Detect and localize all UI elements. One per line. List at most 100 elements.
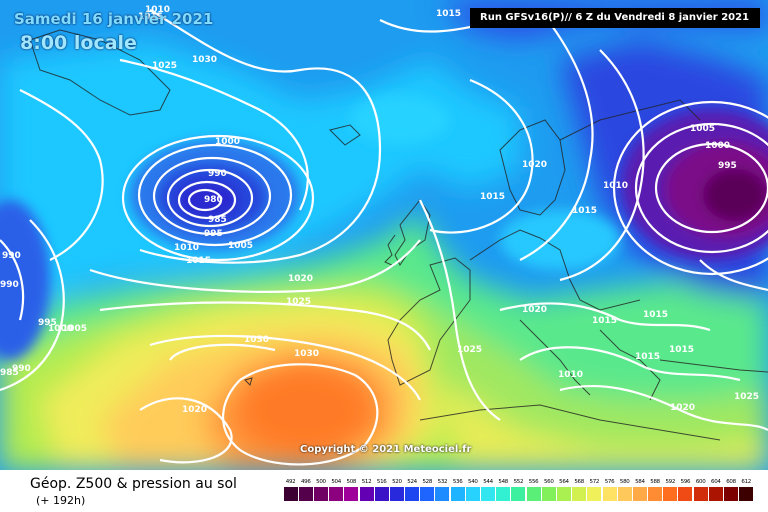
scale-step: 596 <box>678 478 693 501</box>
isobar-label: 990 <box>2 251 21 261</box>
isobar-label: 1030 <box>244 335 269 345</box>
scale-step: 544 <box>480 478 496 501</box>
scale-step: 572 <box>587 478 602 501</box>
scale-swatch <box>587 487 602 501</box>
isobar-label: 1015 <box>643 310 668 320</box>
scale-step: 584 <box>632 478 647 501</box>
scale-step: 600 <box>693 478 708 501</box>
scale-step: 608 <box>723 478 739 501</box>
isobar-label: 995 <box>718 161 737 171</box>
isobar-label: 990 <box>0 280 19 290</box>
isobar-label: 1000 <box>48 324 73 334</box>
scale-step: 536 <box>450 478 465 501</box>
scale-swatch <box>663 487 678 501</box>
scale-label: 588 <box>650 479 660 485</box>
isobar-label: 1015 <box>572 206 597 216</box>
map-canvas: 1010 1015 1015 1025 1030 1000 990 980 98… <box>0 0 768 470</box>
scale-label: 596 <box>680 479 691 485</box>
scale-label: 508 <box>346 479 357 485</box>
scale-step: 540 <box>465 478 480 501</box>
scale-step: 580 <box>617 478 632 501</box>
scale-label: 516 <box>376 479 387 485</box>
scale-swatch <box>344 487 359 501</box>
isobar-label: 990 <box>12 364 31 374</box>
scale-swatch <box>739 487 754 501</box>
scale-swatch <box>632 487 647 501</box>
scale-label: 608 <box>726 479 736 485</box>
isobar-label: 1015 <box>186 256 211 266</box>
scale-step: 556 <box>526 478 541 501</box>
scale-step: 528 <box>420 478 435 501</box>
scale-label: 580 <box>619 479 630 485</box>
isobar-label: 985 <box>0 368 19 378</box>
isobar-label: 1000 <box>705 141 730 151</box>
isobar-label: 980 <box>204 195 223 205</box>
scale-swatch <box>481 487 496 501</box>
scale-label: 548 <box>498 479 509 485</box>
scale-label: 584 <box>635 479 645 485</box>
scale-swatch <box>374 487 389 501</box>
scale-step: 508 <box>344 478 359 501</box>
isobar-label: 1030 <box>294 349 319 359</box>
scale-swatch <box>648 487 663 501</box>
scale-label: 528 <box>422 479 433 485</box>
isobar-label: 1005 <box>62 324 87 334</box>
scale-label: 524 <box>407 479 417 485</box>
scale-label: 532 <box>437 479 448 485</box>
scale-label: 564 <box>559 479 569 485</box>
scale-step: 520 <box>389 478 404 501</box>
scale-label: 592 <box>665 479 676 485</box>
isobar-label: 1010 <box>558 370 583 380</box>
scale-step: 560 <box>541 478 556 501</box>
scale-label: 612 <box>741 479 752 485</box>
isobar-label: 1005 <box>228 241 253 251</box>
isobar-label: 1025 <box>152 61 177 71</box>
scale-label: 512 <box>361 479 372 485</box>
map-footer: Géop. Z500 & pression au sol (+ 192h) 49… <box>0 470 768 512</box>
scale-step: 548 <box>496 478 511 501</box>
scale-label: 600 <box>695 479 706 485</box>
scale-swatch <box>708 487 723 501</box>
isobar-labels: 1010 1015 1015 1025 1030 1000 990 980 98… <box>0 5 759 415</box>
isobar-label: 995 <box>38 318 57 328</box>
isobar-label: 1015 <box>669 345 694 355</box>
scale-label: 504 <box>331 479 341 485</box>
scale-label: 556 <box>528 479 539 485</box>
scale-swatch <box>435 487 450 501</box>
isobar-label: 1010 <box>145 5 170 15</box>
geopotential-fill <box>0 0 768 470</box>
isobar-label: 1010 <box>603 181 628 191</box>
scale-swatch <box>724 487 739 501</box>
scale-swatch <box>496 487 511 501</box>
scale-step: 552 <box>511 478 526 501</box>
scale-step: 492 <box>283 478 298 501</box>
scale-label: 520 <box>392 479 402 485</box>
scale-swatch <box>602 487 617 501</box>
isobar-label: 1020 <box>522 305 547 315</box>
scale-step: 516 <box>374 478 389 501</box>
forecast-date: Samedi 16 janvier 2021 <box>14 10 214 28</box>
scale-step: 524 <box>405 478 420 501</box>
scale-step: 532 <box>435 478 450 501</box>
isobar-label: 990 <box>208 169 227 179</box>
map-title: Géop. Z500 & pression au sol <box>30 476 237 492</box>
scale-swatch <box>389 487 404 501</box>
model-run-banner: Run GFSv16(P)// 6 Z du Vendredi 8 janvie… <box>470 8 760 28</box>
scale-label: 500 <box>316 479 326 485</box>
isobar-label: 1015 <box>635 352 660 362</box>
scale-label: 568 <box>574 479 584 485</box>
scale-swatch <box>465 487 480 501</box>
coastlines <box>29 29 768 441</box>
scale-label: 572 <box>589 479 600 485</box>
scale-swatch <box>283 487 298 501</box>
isobar-label: 1020 <box>522 160 547 170</box>
isobar-label: 1030 <box>192 55 217 65</box>
isobar-label: 1020 <box>182 405 207 415</box>
scale-step: 592 <box>663 478 678 501</box>
forecast-time: 8:00 locale <box>20 32 137 54</box>
scale-step: 612 <box>739 478 754 501</box>
scale-label: 604 <box>711 479 721 485</box>
scale-step: 568 <box>572 478 587 501</box>
scale-step: 604 <box>708 478 723 501</box>
scale-label: 552 <box>513 479 524 485</box>
